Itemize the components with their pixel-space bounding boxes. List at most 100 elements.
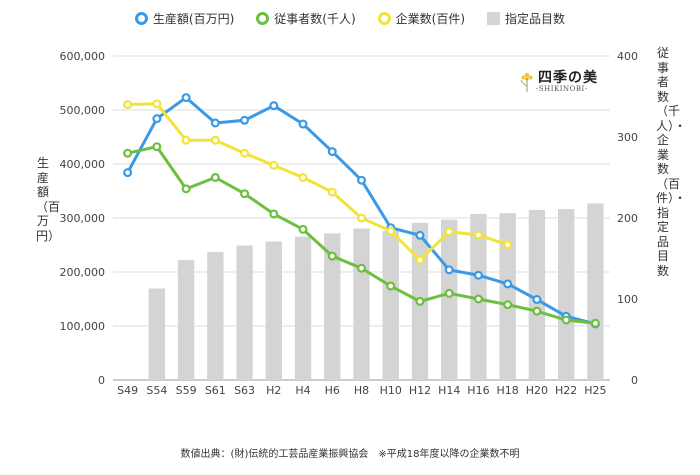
x-tick-label: H12 xyxy=(409,384,431,397)
data-point xyxy=(181,93,191,103)
bar xyxy=(557,209,575,380)
data-point xyxy=(181,135,191,145)
data-point xyxy=(123,168,133,178)
legend-label-production: 生産額(百万円) xyxy=(152,12,235,26)
data-point xyxy=(269,160,279,170)
data-point xyxy=(269,101,279,111)
data-point xyxy=(561,315,571,325)
data-point xyxy=(210,173,220,183)
bar xyxy=(528,209,546,380)
logo-title: 四季の美 xyxy=(538,70,598,86)
x-tick-label: S63 xyxy=(234,384,255,397)
data-point xyxy=(152,142,162,152)
series-line xyxy=(127,102,509,262)
y-left-tick-label: 300,000 xyxy=(60,212,106,225)
data-point xyxy=(327,147,337,157)
data-point xyxy=(503,240,513,250)
y-left-tick-label: 0 xyxy=(98,374,105,387)
y-right-tick-label: 0 xyxy=(631,374,638,387)
data-point xyxy=(503,300,513,310)
data-point xyxy=(473,270,483,280)
shikinobi-logo: 四季の美 -SHIKINOBI- xyxy=(510,66,600,100)
source-footnote: 数値出典：(財)伝統的工芸品産業振興協会 ※平成18年度以降の企業数不明 xyxy=(180,449,520,460)
data-point xyxy=(269,209,279,219)
data-point xyxy=(298,173,308,183)
x-tick-label: H16 xyxy=(467,384,489,397)
data-point xyxy=(415,255,425,265)
data-point xyxy=(415,230,425,240)
data-point xyxy=(327,187,337,197)
data-point xyxy=(590,318,600,328)
bar xyxy=(353,228,370,380)
x-tick-label: H4 xyxy=(295,384,310,397)
legend-label-companies: 企業数(百件) xyxy=(395,12,466,26)
bar xyxy=(265,241,282,380)
x-tick-label: S59 xyxy=(176,384,197,397)
bar xyxy=(236,245,253,380)
chart-legend: 生産額(百万円) 従事者数(千人) 企業数(百件) 指定品目数 xyxy=(0,10,700,27)
x-tick-label: H25 xyxy=(584,384,606,397)
data-point xyxy=(327,251,337,261)
y-right-tick-label: 100 xyxy=(617,293,638,306)
y-left-tick-label: 200,000 xyxy=(60,266,106,279)
data-point xyxy=(532,306,542,316)
data-point xyxy=(473,294,483,304)
legend-marker-production xyxy=(134,12,148,25)
data-point xyxy=(240,189,250,199)
bar xyxy=(324,233,341,380)
bar xyxy=(294,236,312,380)
data-point xyxy=(444,227,454,237)
y-axis-left-label: 生産額（百万円） xyxy=(36,156,61,243)
logo-subtitle: -SHIKINOBI- xyxy=(536,85,588,93)
data-point xyxy=(298,224,308,234)
data-point xyxy=(240,115,250,125)
bar xyxy=(177,260,195,380)
data-point xyxy=(210,118,220,128)
x-tick-label: H2 xyxy=(266,384,281,397)
bar xyxy=(382,230,399,380)
data-point xyxy=(298,119,308,129)
legend-marker-companies xyxy=(377,12,391,25)
data-point xyxy=(152,114,162,124)
legend-item-companies: 企業数(百件) xyxy=(377,10,466,27)
data-point xyxy=(123,100,133,110)
y-right-tick-label: 300 xyxy=(617,131,638,144)
y-right-tick-label: 400 xyxy=(617,50,638,63)
legend-item-production: 生産額(百万円) xyxy=(134,10,235,27)
data-point xyxy=(503,279,513,289)
data-point xyxy=(386,281,396,291)
bar xyxy=(499,213,516,380)
data-point xyxy=(415,296,425,306)
y-left-tick-label: 600,000 xyxy=(60,50,106,63)
legend-marker-designated xyxy=(487,12,501,25)
x-tick-label: S61 xyxy=(205,384,226,397)
x-tick-label: S49 xyxy=(117,384,138,397)
data-point xyxy=(444,265,454,275)
x-tick-label: H10 xyxy=(380,384,402,397)
legend-label-workers: 従事者数(千人) xyxy=(274,12,356,26)
y-left-tick-label: 100,000 xyxy=(60,320,106,333)
y-left-tick-label: 400,000 xyxy=(60,158,106,171)
data-point xyxy=(123,148,133,158)
data-point xyxy=(152,99,162,109)
bar xyxy=(587,203,604,380)
data-point xyxy=(473,230,483,240)
x-tick-label: H20 xyxy=(526,384,548,397)
x-tick-label: H18 xyxy=(497,384,519,397)
data-point xyxy=(444,288,454,298)
y-left-tick-label: 500,000 xyxy=(60,104,106,117)
data-point xyxy=(357,175,367,185)
data-point xyxy=(181,184,191,194)
legend-label-designated: 指定品目数 xyxy=(505,12,566,26)
data-point xyxy=(357,263,367,273)
data-point xyxy=(240,148,250,158)
legend-item-designated: 指定品目数 xyxy=(487,10,565,27)
flower-icon xyxy=(520,72,533,92)
x-tick-label: H8 xyxy=(354,384,369,397)
data-point xyxy=(210,135,220,145)
y-right-tick-label: 200 xyxy=(617,212,638,225)
data-point xyxy=(386,226,396,236)
data-point xyxy=(532,295,542,305)
x-tick-label: H14 xyxy=(438,384,460,397)
